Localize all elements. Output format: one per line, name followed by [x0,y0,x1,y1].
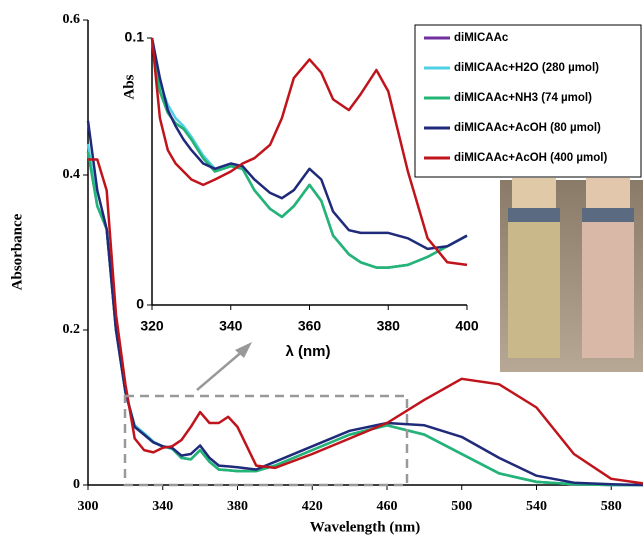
legend-label: diMICAAc+AcOH (80 µmol) [454,122,601,134]
x-tick-label: 340 [219,318,243,334]
x-tick-label: 380 [377,318,401,334]
main-plot: 0 0.2 0.4 0.6 300 340 380 420 460 500 540 580 Wavele… [9,12,643,535]
photo [500,178,643,372]
y-tick-label: 0.6 [63,12,81,27]
x-tick-label: 500 [451,499,472,514]
x-tick-label: 400 [455,318,479,334]
x-axis-label: Wavelength (nm) [310,519,420,535]
y-tick-label: 0.1 [125,29,145,45]
legend: diMICAAc diMICAAc+H2O (280 µmol) diMICAAc+… [414,24,642,178]
x-tick-label: 300 [78,499,99,514]
x-tick-label: 320 [140,318,164,334]
x-tick-label: 340 [152,499,173,514]
y-tick-label: 0 [136,296,144,312]
inset-plot: 0 0.1 320 340 360 380 400 λ (nm) Abs [121,29,478,360]
legend-label: diMICAAc [454,32,509,44]
y-tick-label: 0 [73,477,80,492]
x-tick-label: 380 [227,499,248,514]
y-axis-label: Abs [121,74,137,99]
legend-label: diMICAAc+H2O (280 µmol) [454,62,599,74]
x-tick-label: 460 [376,499,397,514]
x-tick-label: 540 [526,499,547,514]
y-axis-label: Absorbance [9,213,25,290]
series-line [88,158,643,485]
series-line [150,37,468,267]
series-line [150,37,468,269]
y-tick-label: 0.4 [63,167,81,182]
zoom-indicator [123,342,409,487]
x-tick-label: 420 [302,499,323,514]
x-tick-label: 360 [298,318,322,334]
legend-label: diMICAAc+NH3 (74 µmol) [454,92,592,104]
x-axis-label: λ (nm) [286,343,331,360]
series-line [150,37,468,251]
legend-label: diMICAAc+AcOH (400 µmol) [454,152,607,164]
x-tick-label: 580 [601,499,622,514]
y-tick-label: 0.2 [63,322,81,337]
